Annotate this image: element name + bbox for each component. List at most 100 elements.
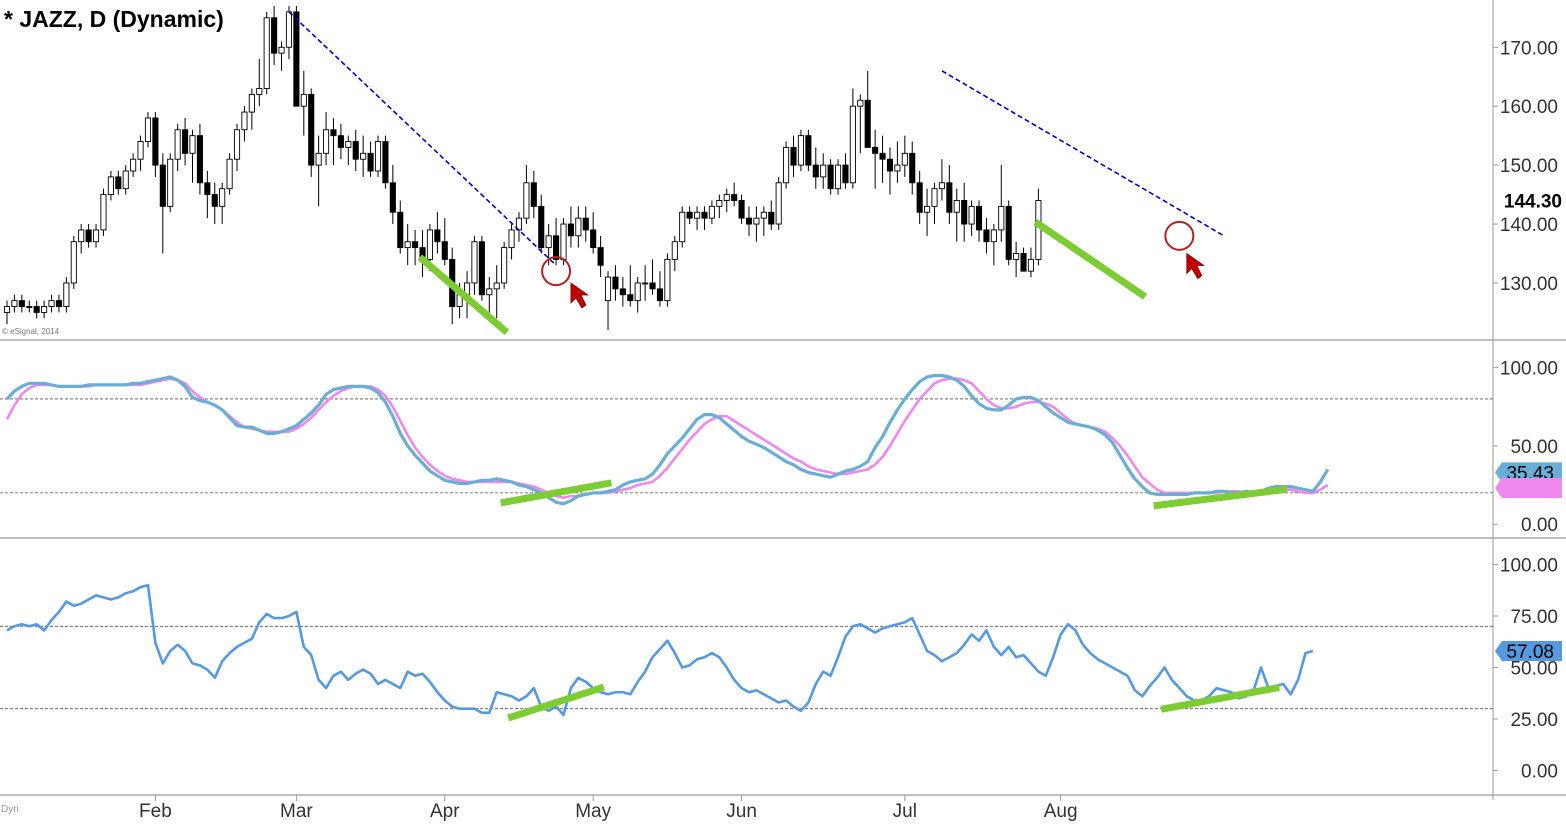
candle-92 xyxy=(686,206,693,225)
candle-34 xyxy=(256,59,263,107)
grid-layer xyxy=(0,0,1566,800)
candle-body xyxy=(745,217,753,225)
candle-body xyxy=(152,117,159,166)
candle-body xyxy=(382,141,389,184)
candle-body xyxy=(144,117,152,142)
candle-97 xyxy=(723,188,730,213)
candle-body xyxy=(389,182,396,213)
candle-body xyxy=(122,170,129,190)
candle-121 xyxy=(901,135,908,177)
candle-111 xyxy=(827,159,834,195)
candle-body xyxy=(337,135,344,148)
candle-body xyxy=(345,141,352,148)
candle-body xyxy=(523,182,530,219)
annotations-group xyxy=(288,11,1288,722)
candle-16 xyxy=(122,165,129,195)
candle-body xyxy=(1020,253,1027,272)
candle-133 xyxy=(990,224,997,266)
candle-body xyxy=(271,17,278,54)
rsi-tick-label-1: 75.00 xyxy=(1510,607,1558,628)
candle-body xyxy=(656,288,664,302)
candle-body xyxy=(48,300,55,307)
candle-body xyxy=(998,205,1005,231)
candle-body xyxy=(241,111,248,131)
trendline-1 xyxy=(941,70,1225,237)
candle-body xyxy=(664,258,671,302)
candle-body xyxy=(627,294,634,302)
rsi-group xyxy=(6,583,1314,717)
candle-body xyxy=(983,229,990,243)
stoch-d-last-badge-bg xyxy=(1495,478,1562,499)
candle-body xyxy=(946,182,953,213)
candle-8 xyxy=(63,277,70,313)
candle-body xyxy=(538,205,545,249)
candle-65 xyxy=(486,277,493,313)
candle-body xyxy=(300,93,307,107)
candle-body xyxy=(916,182,923,213)
candle-63 xyxy=(471,235,478,295)
candle-69 xyxy=(515,212,523,242)
candle-85 xyxy=(634,277,641,313)
candle-56 xyxy=(419,229,426,278)
candle-body xyxy=(204,182,211,196)
candle-80 xyxy=(597,235,604,278)
candle-body xyxy=(159,164,166,207)
candle-59 xyxy=(441,218,448,266)
candle-105 xyxy=(783,141,790,189)
candle-body xyxy=(226,158,233,190)
rsi-last-badge-label: 57.08 xyxy=(1506,642,1554,663)
candle-91 xyxy=(679,206,686,248)
candle-6 xyxy=(48,294,55,313)
candle-103 xyxy=(768,200,775,230)
candle-body xyxy=(189,135,196,154)
candle-98 xyxy=(731,182,738,207)
candle-64 xyxy=(478,235,485,301)
candle-body xyxy=(560,223,567,260)
candle-28 xyxy=(211,182,218,225)
x-tick-label-6: Aug xyxy=(1044,801,1078,822)
candle-88 xyxy=(656,271,664,307)
candle-76 xyxy=(567,206,574,248)
candle-21 xyxy=(159,153,166,254)
candle-body xyxy=(953,200,960,213)
candle-83 xyxy=(619,277,626,307)
candle-body xyxy=(63,282,70,307)
candle-37 xyxy=(278,41,285,71)
candle-96 xyxy=(716,194,723,219)
candle-20 xyxy=(152,112,159,177)
candle-29 xyxy=(219,182,226,225)
candle-47 xyxy=(352,129,359,171)
stoch-d-last-badge xyxy=(1495,478,1562,499)
rsi-line xyxy=(6,583,1314,717)
candle-body xyxy=(263,17,270,89)
candle-body xyxy=(909,152,916,184)
candle-body xyxy=(130,158,137,172)
candle-body xyxy=(886,158,894,172)
stoch-k-last-badge-bg xyxy=(1495,462,1562,483)
candle-122 xyxy=(909,141,916,195)
candle-52 xyxy=(389,165,396,225)
candle-106 xyxy=(790,135,797,177)
candle-body xyxy=(493,282,500,290)
candle-body xyxy=(330,129,337,137)
candle-33 xyxy=(248,88,255,130)
candle-35 xyxy=(263,11,270,95)
candle-128 xyxy=(953,188,960,242)
candle-108 xyxy=(805,129,812,171)
candle-67 xyxy=(501,241,508,289)
candle-body xyxy=(33,306,40,313)
candle-body xyxy=(901,152,908,166)
stoch-k-line xyxy=(5,373,1330,506)
candle-body xyxy=(70,241,77,284)
candle-body xyxy=(783,146,790,184)
candle-body xyxy=(115,176,122,190)
candles-group xyxy=(3,6,1042,331)
candle-82 xyxy=(612,265,619,301)
candle-94 xyxy=(701,206,708,230)
candle-19 xyxy=(144,112,152,148)
stoch-tick-label-2: 0.00 xyxy=(1521,515,1558,536)
rsi-tick-label-3: 25.00 xyxy=(1510,710,1558,731)
candle-body xyxy=(842,164,849,184)
